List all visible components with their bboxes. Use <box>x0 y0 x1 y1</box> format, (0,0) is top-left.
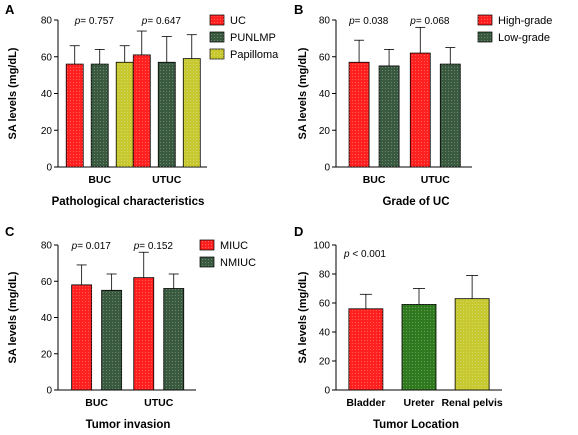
y-tick-label: 80 <box>41 241 53 252</box>
legend-label: NMIUC <box>220 257 256 269</box>
y-tick-label: 60 <box>41 277 53 288</box>
bar-texture <box>163 288 184 390</box>
y-axis-label: SA levels (mg/dL) <box>7 47 19 139</box>
legend-swatch-texture <box>200 257 214 267</box>
y-tick-label: 60 <box>319 52 331 63</box>
x-axis-label: Pathological characteristics <box>52 196 205 208</box>
y-tick-label: 20 <box>41 126 53 137</box>
y-tick-label: 20 <box>41 349 53 360</box>
x-tick-label: UTUC <box>152 174 182 186</box>
y-axis-label: SA levels (mg/dL) <box>7 271 19 363</box>
x-axis-label: Tumor Location <box>373 419 459 431</box>
x-tick-label: Ureter <box>404 397 435 409</box>
y-tick-label: 0 <box>324 163 330 174</box>
legend-label: MIUC <box>220 240 248 252</box>
bar-texture <box>455 298 490 390</box>
y-tick-label: 20 <box>319 357 331 368</box>
x-axis-label: Grade of UC <box>382 196 449 208</box>
y-tick-label: 80 <box>319 16 331 27</box>
y-tick-label: 80 <box>319 270 331 281</box>
p-value-label: p= 0.017 <box>71 241 112 252</box>
bar-texture <box>133 277 154 390</box>
panel-letter: B <box>294 2 303 17</box>
panel-letter: D <box>294 224 303 239</box>
legend-swatch-texture <box>478 32 492 42</box>
y-tick-label: 0 <box>46 163 52 174</box>
y-tick-label: 40 <box>41 89 53 100</box>
y-tick-label: 0 <box>46 386 52 397</box>
p-value-label: p < 0.001 <box>343 249 386 260</box>
y-tick-label: 0 <box>324 386 330 397</box>
panel-a: A 0 20 40 60 80 SA levels (mg/dL) Pathological … <box>5 2 279 208</box>
bar-texture <box>440 64 461 167</box>
panel-c: C 0 20 40 60 80 SA levels (mg/dL) Tumor invasio… <box>5 224 256 431</box>
x-tick-label: BUC <box>88 174 111 186</box>
legend-label: Low-grade <box>498 32 550 44</box>
y-tick-label: 60 <box>41 52 53 63</box>
y-axis-label: SA levels (mg/dL) <box>297 47 309 139</box>
panel-letter: A <box>5 2 15 17</box>
legend-swatch-texture <box>210 15 224 25</box>
p-value-label: p= 0.647 <box>141 16 182 27</box>
x-tick-label: BUC <box>363 174 386 186</box>
bar-texture <box>101 290 122 390</box>
bar-texture <box>133 54 151 167</box>
x-tick-label: Bladder <box>346 397 385 409</box>
bar-texture <box>66 64 84 167</box>
bar-texture <box>183 58 201 167</box>
bar-texture <box>71 284 92 390</box>
bar-texture <box>379 65 400 167</box>
x-axis-label: Tumor invasion <box>86 419 171 431</box>
x-tick-label: Renal pelvis <box>441 397 502 409</box>
bar-texture <box>348 308 383 390</box>
y-tick-label: 40 <box>319 89 331 100</box>
bar-texture <box>410 53 431 168</box>
legend-label: Papilloma <box>230 49 279 61</box>
legend-swatch-texture <box>478 15 492 25</box>
legend-swatch-texture <box>200 240 214 250</box>
legend-label: PUNLMP <box>230 32 276 44</box>
legend-label: UC <box>230 15 246 27</box>
y-tick-label: 40 <box>319 328 331 339</box>
bar-texture <box>91 64 109 167</box>
x-tick-label: BUC <box>85 397 108 409</box>
x-tick-label: UTUC <box>421 174 451 186</box>
bar-texture <box>158 62 176 168</box>
p-value-label: p= 0.038 <box>348 16 389 27</box>
panel-letter: C <box>5 224 15 239</box>
y-tick-label: 100 <box>313 241 330 252</box>
legend-label: High-grade <box>498 15 552 27</box>
bar-texture <box>116 62 134 168</box>
panel-d: D 0 20 40 60 80 100 SA levels (mg/dL) Tumor Loca… <box>294 224 503 431</box>
p-value-label: p= 0.068 <box>409 16 450 27</box>
y-tick-label: 60 <box>319 299 331 310</box>
y-tick-label: 20 <box>319 126 331 137</box>
bar-texture <box>402 304 436 390</box>
p-value-label: p= 0.757 <box>74 16 115 27</box>
panel-b: B 0 20 40 60 80 SA levels (mg/dL) Grade of UC BU… <box>294 2 552 208</box>
legend-swatch-texture <box>210 32 224 42</box>
y-tick-label: 40 <box>41 313 53 324</box>
x-tick-label: UTUC <box>144 397 174 409</box>
p-value-label: p= 0.152 <box>133 241 174 252</box>
y-tick-label: 80 <box>41 16 53 27</box>
bar-texture <box>349 62 370 168</box>
y-axis-label: SA levels (mg/dL) <box>297 271 309 363</box>
legend-swatch-texture <box>210 49 224 59</box>
